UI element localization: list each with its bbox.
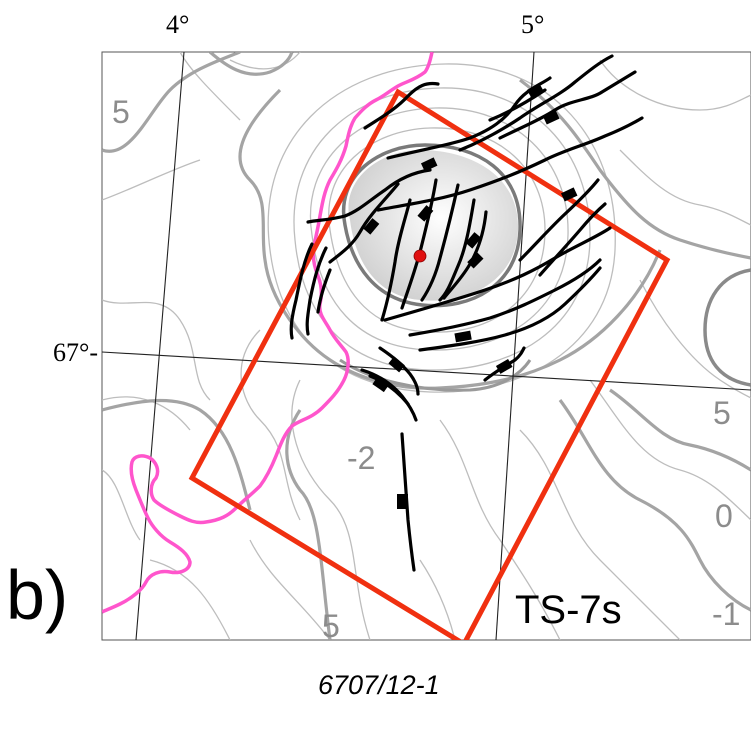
survey-label: TS-7s	[515, 588, 622, 632]
map-frame	[101, 51, 751, 641]
major-contours	[102, 52, 751, 640]
panel-letter: b)	[6, 556, 69, 634]
contour-label: 5	[112, 94, 130, 130]
fault-ticks	[363, 83, 578, 509]
longitude-label-4: 4°	[166, 10, 190, 39]
well-label: 6707/12-1	[318, 670, 440, 700]
contour-label: 0	[715, 498, 733, 534]
contour-label: 5	[322, 608, 340, 644]
latitude-label-67: 67°-	[53, 338, 99, 367]
south-saddle-contour	[339, 358, 532, 392]
faults	[289, 54, 644, 572]
graticule	[102, 52, 751, 640]
coastline	[102, 52, 434, 614]
well-marker	[413, 249, 427, 263]
contour-label: 5	[713, 395, 731, 431]
contour-label: -2	[347, 440, 376, 476]
east-closure-contour	[703, 268, 751, 387]
longitude-label-5: 5°	[521, 10, 545, 39]
contour-label: -1	[712, 596, 741, 632]
